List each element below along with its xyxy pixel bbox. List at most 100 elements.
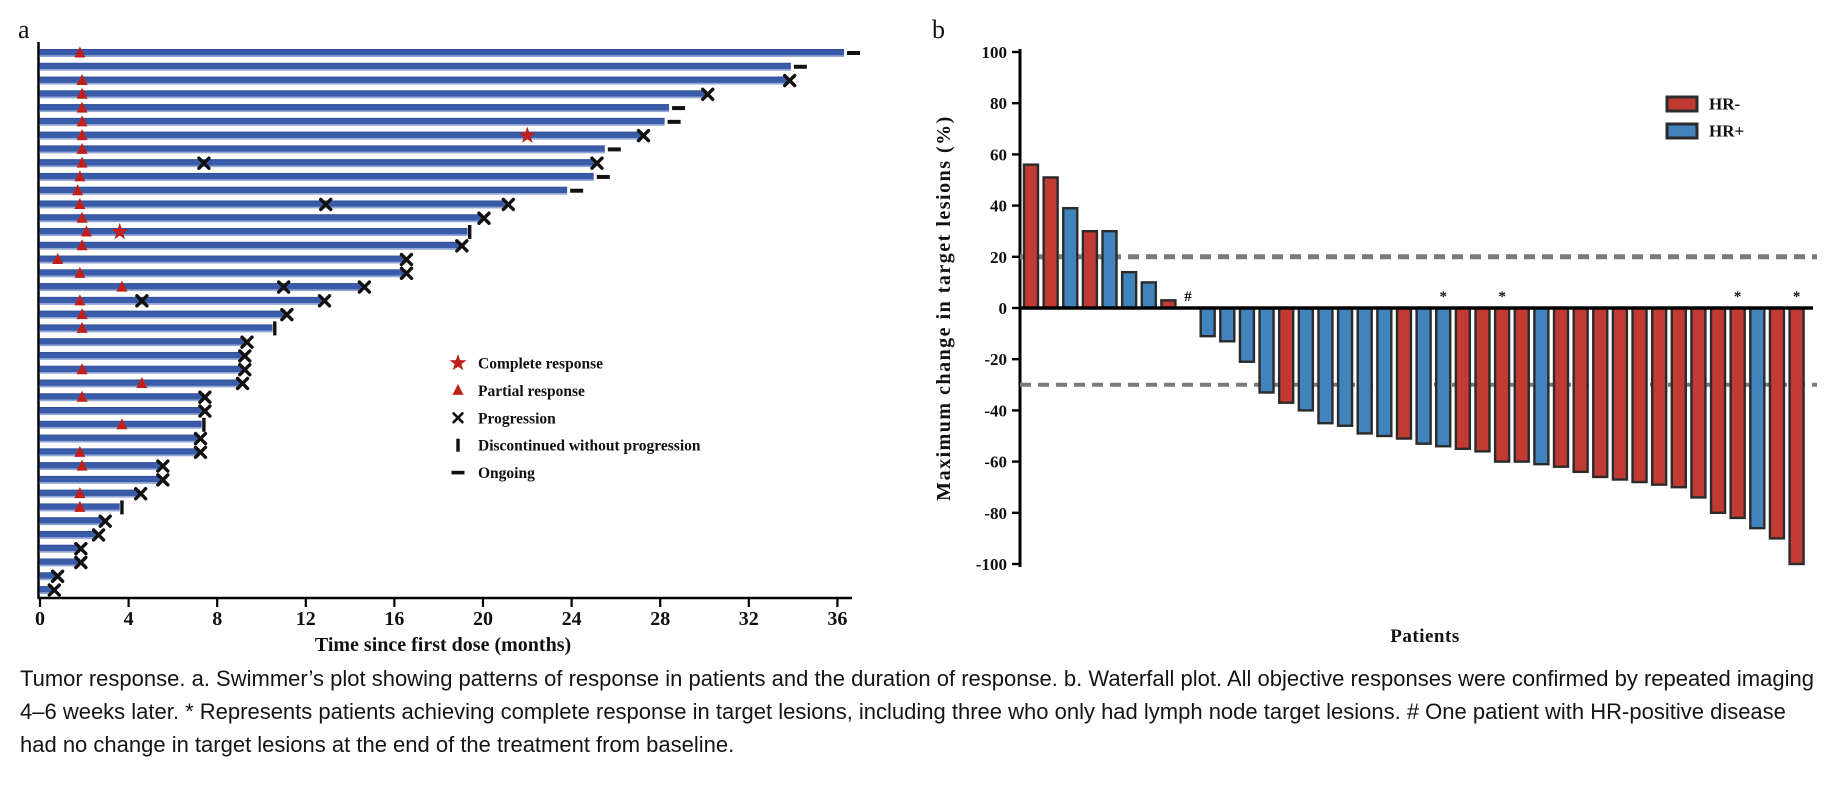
progression-x-icon [477,211,491,225]
waterfall-bar [1062,206,1079,310]
partial-response-triangle-icon [74,294,86,306]
swimmer-bar [39,324,273,333]
y-tick-label: 80 [990,94,1007,113]
waterfall-bar [1749,306,1766,530]
swimmer-bar [39,76,789,85]
y-tick-label: -20 [984,350,1007,369]
swimmer-bar [39,104,670,113]
waterfall-bar [1219,306,1236,343]
waterfall-bar [1258,306,1275,394]
y-tick-label: 100 [982,43,1008,62]
swimmer-bar [39,530,98,539]
swimmer-bar [39,62,791,71]
vbar-icon [456,438,460,452]
progression-x-icon [782,73,797,88]
complete-response-asterisk-annotation: * [1498,289,1506,305]
waterfall-bar [1356,306,1373,435]
waterfall-bar [1513,306,1530,463]
swimmer-plot: a 0 4 8 12 16 20 24 28 32 36 Time since first dose … [18,15,861,656]
progression-x-icon [238,349,252,363]
swimmer-bar [39,365,244,374]
progression-x-icon [156,459,170,473]
swimmer-bar [39,283,364,292]
swimmer-bar [39,407,204,416]
partial-response-triangle-icon [74,170,86,182]
y-tick-label: 60 [990,145,1007,164]
legend-label: HR- [1709,95,1741,114]
partial-response-triangle-icon [76,459,88,471]
legend-label: Ongoing [478,465,535,482]
progression-x-icon [399,252,414,267]
partial-response-triangle-icon [76,129,88,141]
waterfall-bar [1415,306,1432,445]
legend-label: Partial response [478,383,585,400]
waterfall-y-axis-title: Maximum change in target lesions (%) [933,115,955,501]
progression-x-icon [74,555,88,570]
partial-response-triangle-icon [76,87,88,99]
swimmer-bar [39,310,286,319]
swimmer-bar [39,517,105,526]
swimmer-bar [39,269,406,278]
partial-response-triangle-icon [76,321,88,333]
swimmer-bar [39,462,162,471]
partial-response-triangle-icon [81,225,93,237]
partial-response-triangle-icon [74,266,86,278]
partial-response-triangle-icon [76,115,88,127]
partial-response-triangle-icon [76,142,88,154]
swimmer-bar [39,544,80,553]
swimmer-bar [39,448,200,457]
discontinued-bar-icon [273,321,277,336]
waterfall-bar [1690,306,1707,499]
y-tick-label: 0 [999,299,1008,318]
progression-x-icon [238,363,252,377]
progression-x-icon [235,376,250,391]
swimmer-bar [39,586,54,595]
swimmer-bar [39,572,57,581]
x-tick-label: 20 [473,608,493,630]
partial-response-triangle-icon [72,184,84,196]
progression-x-icon [98,514,112,528]
partial-response-triangle-icon [116,280,128,292]
waterfall-x-axis-title: Patients [1390,626,1459,647]
progression-x-icon [701,87,715,102]
swimmer-bar [39,200,508,209]
waterfall-bar [1336,306,1354,427]
x-tick-label: 36 [827,608,847,630]
waterfall-bar [1670,306,1687,489]
progression-x-icon [47,583,61,597]
y-tick-label: -80 [984,504,1007,523]
y-tick-label: 40 [990,197,1007,216]
progression-x-icon [357,280,372,294]
legend-label: Complete response [478,356,603,373]
progression-x-icon [198,404,212,418]
swimmer-bar [39,338,246,347]
discontinued-bar-icon [202,417,206,432]
legend-swatch-hr [1665,95,1699,113]
ongoing-dash-icon [667,119,681,124]
swimmer-bar [39,172,594,181]
progression-x-icon [455,239,469,253]
waterfall-bar [1238,306,1256,363]
partial-response-triangle-icon [76,363,88,375]
progression-x-icon [317,294,332,308]
waterfall-plot: b 100 80 60 40 20 0 -20 -40 -60 -80 -100 Maximum cha… [932,15,1817,647]
progression-x-icon [276,280,291,294]
progression-x-icon [240,335,254,349]
swimmer-bar [39,296,324,305]
swimmer-bar [39,434,200,443]
waterfall-bar [1650,306,1668,486]
legend-label: HR+ [1709,122,1744,141]
partial-response-triangle-icon [52,253,64,265]
y-tick-label: 20 [990,248,1007,267]
swimmer-bar [39,49,845,57]
discontinued-bar-icon [120,500,124,515]
progression-x-icon [133,486,148,501]
progression-x-icon [50,569,65,583]
ongoing-dash-icon [607,147,621,152]
discontinued-bar-icon [467,225,472,240]
waterfall-bar [1120,270,1138,310]
waterfall-bar [1729,306,1746,520]
waterfall-bar [1611,306,1629,481]
waterfall-bar [1454,306,1472,451]
partial-response-triangle-icon [74,197,86,209]
